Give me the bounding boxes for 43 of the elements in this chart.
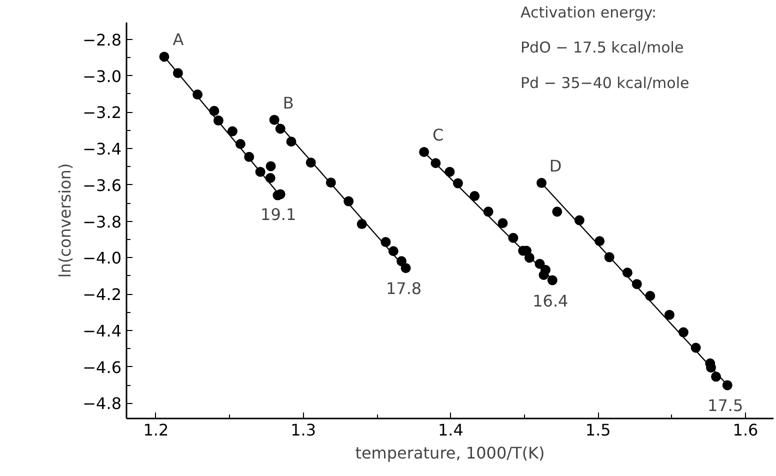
x-tick-label: 1.2 (143, 420, 169, 440)
point (159, 52, 170, 62)
y-tick-label: −2.8 (82, 30, 122, 50)
annotation: B (282, 93, 294, 112)
point (547, 275, 558, 286)
y-tick-label: −3.8 (82, 212, 122, 232)
y-tick-label: −3.2 (82, 103, 122, 122)
annotation: A (172, 30, 184, 50)
text: Activation energy: (520, 4, 657, 22)
point (269, 114, 280, 125)
point (227, 126, 238, 136)
y-tick-label: −3.4 (82, 140, 122, 159)
point (664, 310, 674, 320)
y-tick-label: −4.8 (82, 394, 122, 414)
point (722, 380, 732, 390)
y-tick-label: −4.2 (82, 285, 122, 304)
point (536, 178, 547, 188)
point (498, 218, 508, 228)
y-axis-title: ln(conversion) (56, 163, 75, 278)
annotation: PdO − 17.5 kcal/mole (520, 38, 684, 56)
annotation: 17.8 (386, 279, 422, 298)
y-tick-label: −4.4 (82, 321, 122, 340)
point (266, 161, 276, 172)
x-tick-label: 1.4 (438, 420, 464, 440)
annotation: 19.1 (260, 205, 296, 224)
annotation: 16.4 (532, 291, 568, 310)
y-tick-label: −3.6 (82, 176, 122, 195)
point (419, 147, 430, 158)
annotation: D (549, 156, 562, 176)
annotation: Pd − 35−40 kcal/mole (520, 74, 690, 92)
annotation: C (432, 126, 444, 145)
x-tick-label: 1.3 (290, 420, 316, 440)
y-tick-label: −4.0 (82, 248, 122, 268)
y-tick-label: −3.0 (82, 66, 122, 86)
point (400, 263, 411, 274)
x-axis-title: temperature, 1000/T(K) (355, 444, 545, 462)
x-tick-label: 1.5 (585, 420, 611, 440)
point (470, 191, 480, 202)
x-tick-label: 1.6 (732, 420, 758, 440)
y-tick-label: −4.6 (82, 358, 122, 377)
point (552, 206, 562, 217)
point (444, 166, 455, 177)
annotation: 17.5 (708, 396, 744, 416)
